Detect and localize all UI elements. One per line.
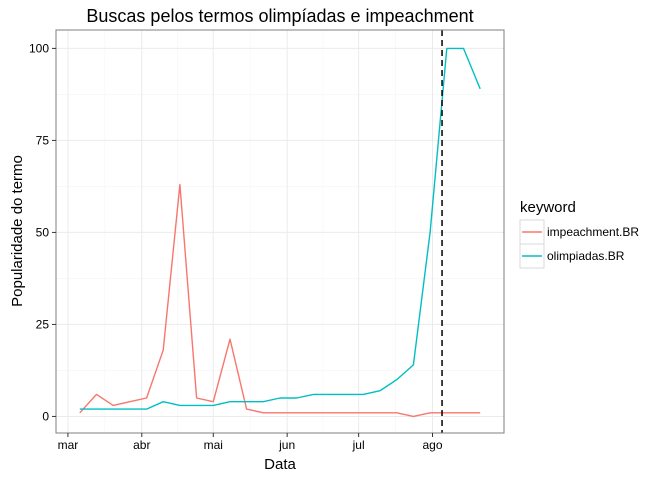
series-line-olimpiadas-br xyxy=(79,47,481,410)
chart-title: Buscas pelos termos olimpíadas e impeach… xyxy=(86,6,473,26)
legend-label: olimpiadas.BR xyxy=(547,249,625,263)
legend: keyword impeachment.BR olimpiadas.BR xyxy=(519,199,639,269)
panel-border xyxy=(55,29,505,434)
legend-label: impeachment.BR xyxy=(547,225,639,239)
x-tick-label: mar xyxy=(58,438,79,452)
y-axis-title: Popularidade do termo xyxy=(9,155,26,307)
panel-background xyxy=(56,30,504,433)
legend-item: olimpiadas.BR xyxy=(519,243,625,269)
x-tick-label: ago xyxy=(422,438,442,452)
x-tick-label: abr xyxy=(133,438,150,452)
x-axis: mar abr mai jun jul ago xyxy=(58,433,443,452)
series-lines xyxy=(79,47,481,418)
x-axis-title: Data xyxy=(264,456,296,473)
gridlines xyxy=(56,30,504,433)
legend-item: impeachment.BR xyxy=(519,219,639,245)
y-tick-label: 0 xyxy=(42,409,49,423)
plot-panel xyxy=(55,29,505,434)
y-axis: 0 25 50 75 100 xyxy=(29,41,56,423)
x-tick-label: mai xyxy=(204,438,223,452)
x-tick-label: jul xyxy=(352,438,365,452)
x-tick-label: jun xyxy=(278,438,295,452)
y-tick-label: 50 xyxy=(36,225,50,239)
legend-items: impeachment.BR olimpiadas.BR xyxy=(519,219,639,269)
legend-title: keyword xyxy=(520,199,576,216)
series-line-impeachment-br xyxy=(79,183,481,418)
y-tick-label: 75 xyxy=(36,133,50,147)
y-tick-label: 100 xyxy=(29,41,49,55)
y-tick-label: 25 xyxy=(36,317,50,331)
